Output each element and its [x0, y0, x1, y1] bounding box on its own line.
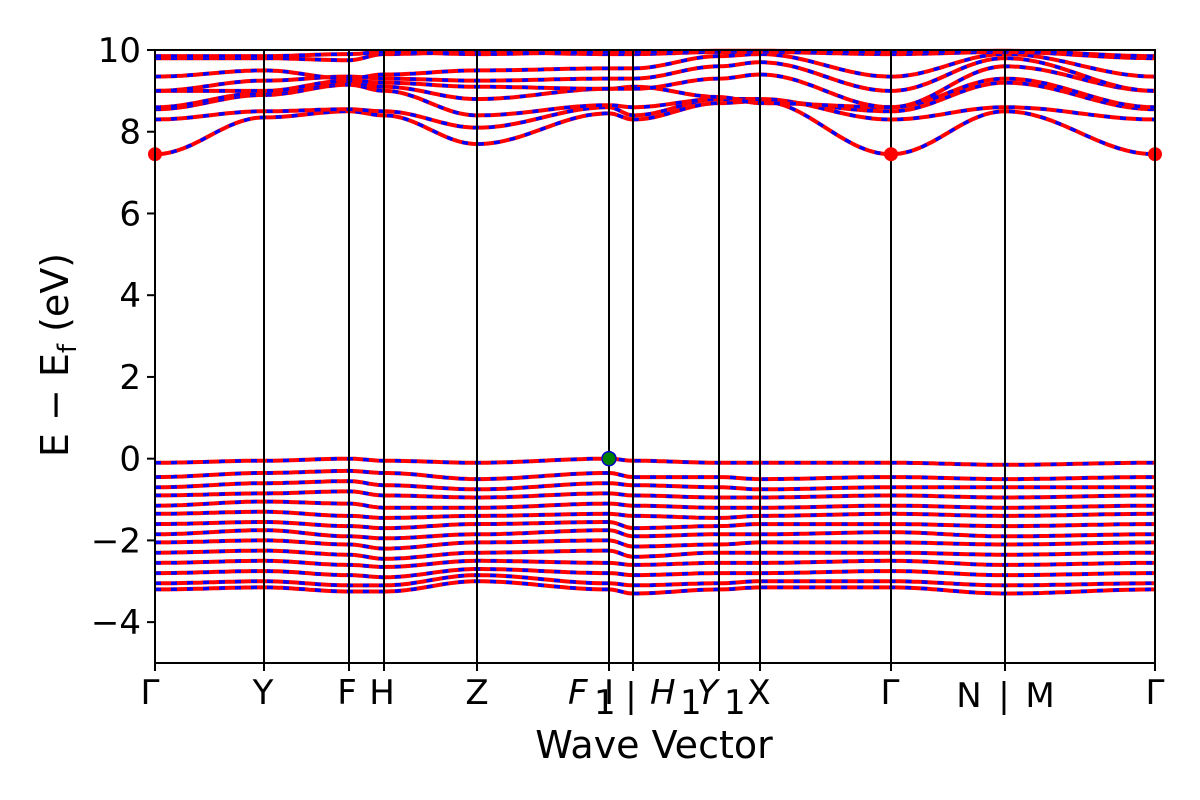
y-tick-label-8: 10: [98, 31, 141, 71]
x-axis-ticks: Γ Y F H Z F 1I | H 1Y 1 X Γ N | M Γ: [141, 663, 1165, 723]
y-tick-label-2: −2: [91, 521, 141, 561]
x-tick-label-7: 1: [594, 683, 616, 723]
valence-band-5-spin-down: [154, 499, 1155, 510]
conduction-band-1-spin-up: [154, 99, 1156, 157]
x-tick-label-6: F: [568, 673, 588, 713]
x-tick-label-14: X: [747, 673, 770, 713]
valence-band-4-spin-down: [155, 489, 1156, 500]
valence-band-11-spin-down: [155, 559, 1155, 569]
x-tick-label-4: H: [369, 673, 395, 713]
valence-band-13-spin-down: [155, 573, 1155, 588]
x-tick-label-12: Y: [697, 673, 720, 713]
x-tick-label-11: 1: [680, 683, 702, 723]
cbm-marker-2: [884, 147, 898, 162]
band-edge-markers: [148, 147, 1162, 467]
conduction-band-5-spin-down: [155, 64, 1156, 109]
valence-band-10-spin-down: [155, 548, 1155, 561]
y-tick-label-7: 8: [119, 113, 141, 153]
valence-band-14-spin-down: [155, 579, 1155, 596]
y-axis-label-unit: (eV): [33, 253, 77, 344]
y-axis-label: E − Ef (eV): [33, 253, 83, 457]
valence-band-1-spin-down: [154, 456, 1155, 467]
x-tick-label-16: N: [956, 676, 981, 716]
x-tick-label-10: H: [650, 673, 676, 713]
plot-frame: [154, 49, 1156, 664]
kpoint-lines: [263, 50, 1156, 663]
valence-band-7-spin-down: [154, 520, 1155, 530]
x-tick-label-17: |: [998, 676, 1009, 716]
x-tick-label-5: Z: [465, 673, 488, 713]
x-tick-label-19: Γ: [1146, 673, 1165, 713]
x-tick-label-3: F: [337, 673, 357, 713]
x-tick-label-2: Y: [252, 673, 274, 713]
y-tick-label-1: −4: [91, 603, 141, 643]
x-tick-label-9: |: [625, 676, 636, 716]
conduction-band-2-spin-up: [154, 97, 1156, 130]
y-axis-label-main: E − E: [33, 353, 77, 457]
y-tick-label-4: 2: [119, 358, 141, 398]
conduction-band-7-spin-down: [154, 52, 1156, 81]
x-tick-label-13: 1: [724, 683, 746, 723]
conduction-band-6-spin-down: [154, 56, 1156, 93]
x-axis-label: Wave Vector: [535, 723, 773, 767]
x-tick-label-18: M: [1025, 676, 1054, 716]
valence-band-6-spin-down: [155, 510, 1155, 520]
valence-band-12-spin-down: [155, 567, 1155, 579]
y-axis-label-subscript: f: [53, 343, 83, 353]
valence-band-3-spin-down: [155, 479, 1155, 492]
y-tick-label-6: 6: [119, 194, 141, 234]
valence-band-8-spin-down: [155, 528, 1155, 541]
y-tick-label-3: 0: [119, 440, 141, 480]
valence-band-2-spin-down: [154, 469, 1155, 481]
y-tick-label-5: 4: [119, 276, 141, 316]
vbm-marker-4: [601, 450, 617, 467]
x-tick-label-15: Γ: [881, 673, 900, 713]
valence-band-9-spin-down: [155, 538, 1155, 551]
band-lines: [154, 48, 1156, 596]
x-tick-label-1: Γ: [141, 673, 160, 713]
x-tick-label-8: I: [604, 673, 614, 713]
y-axis-ticks: −4 −2 0 2 4 6 8 10: [91, 31, 155, 643]
conduction-band-3-spin-up: [154, 80, 1156, 118]
